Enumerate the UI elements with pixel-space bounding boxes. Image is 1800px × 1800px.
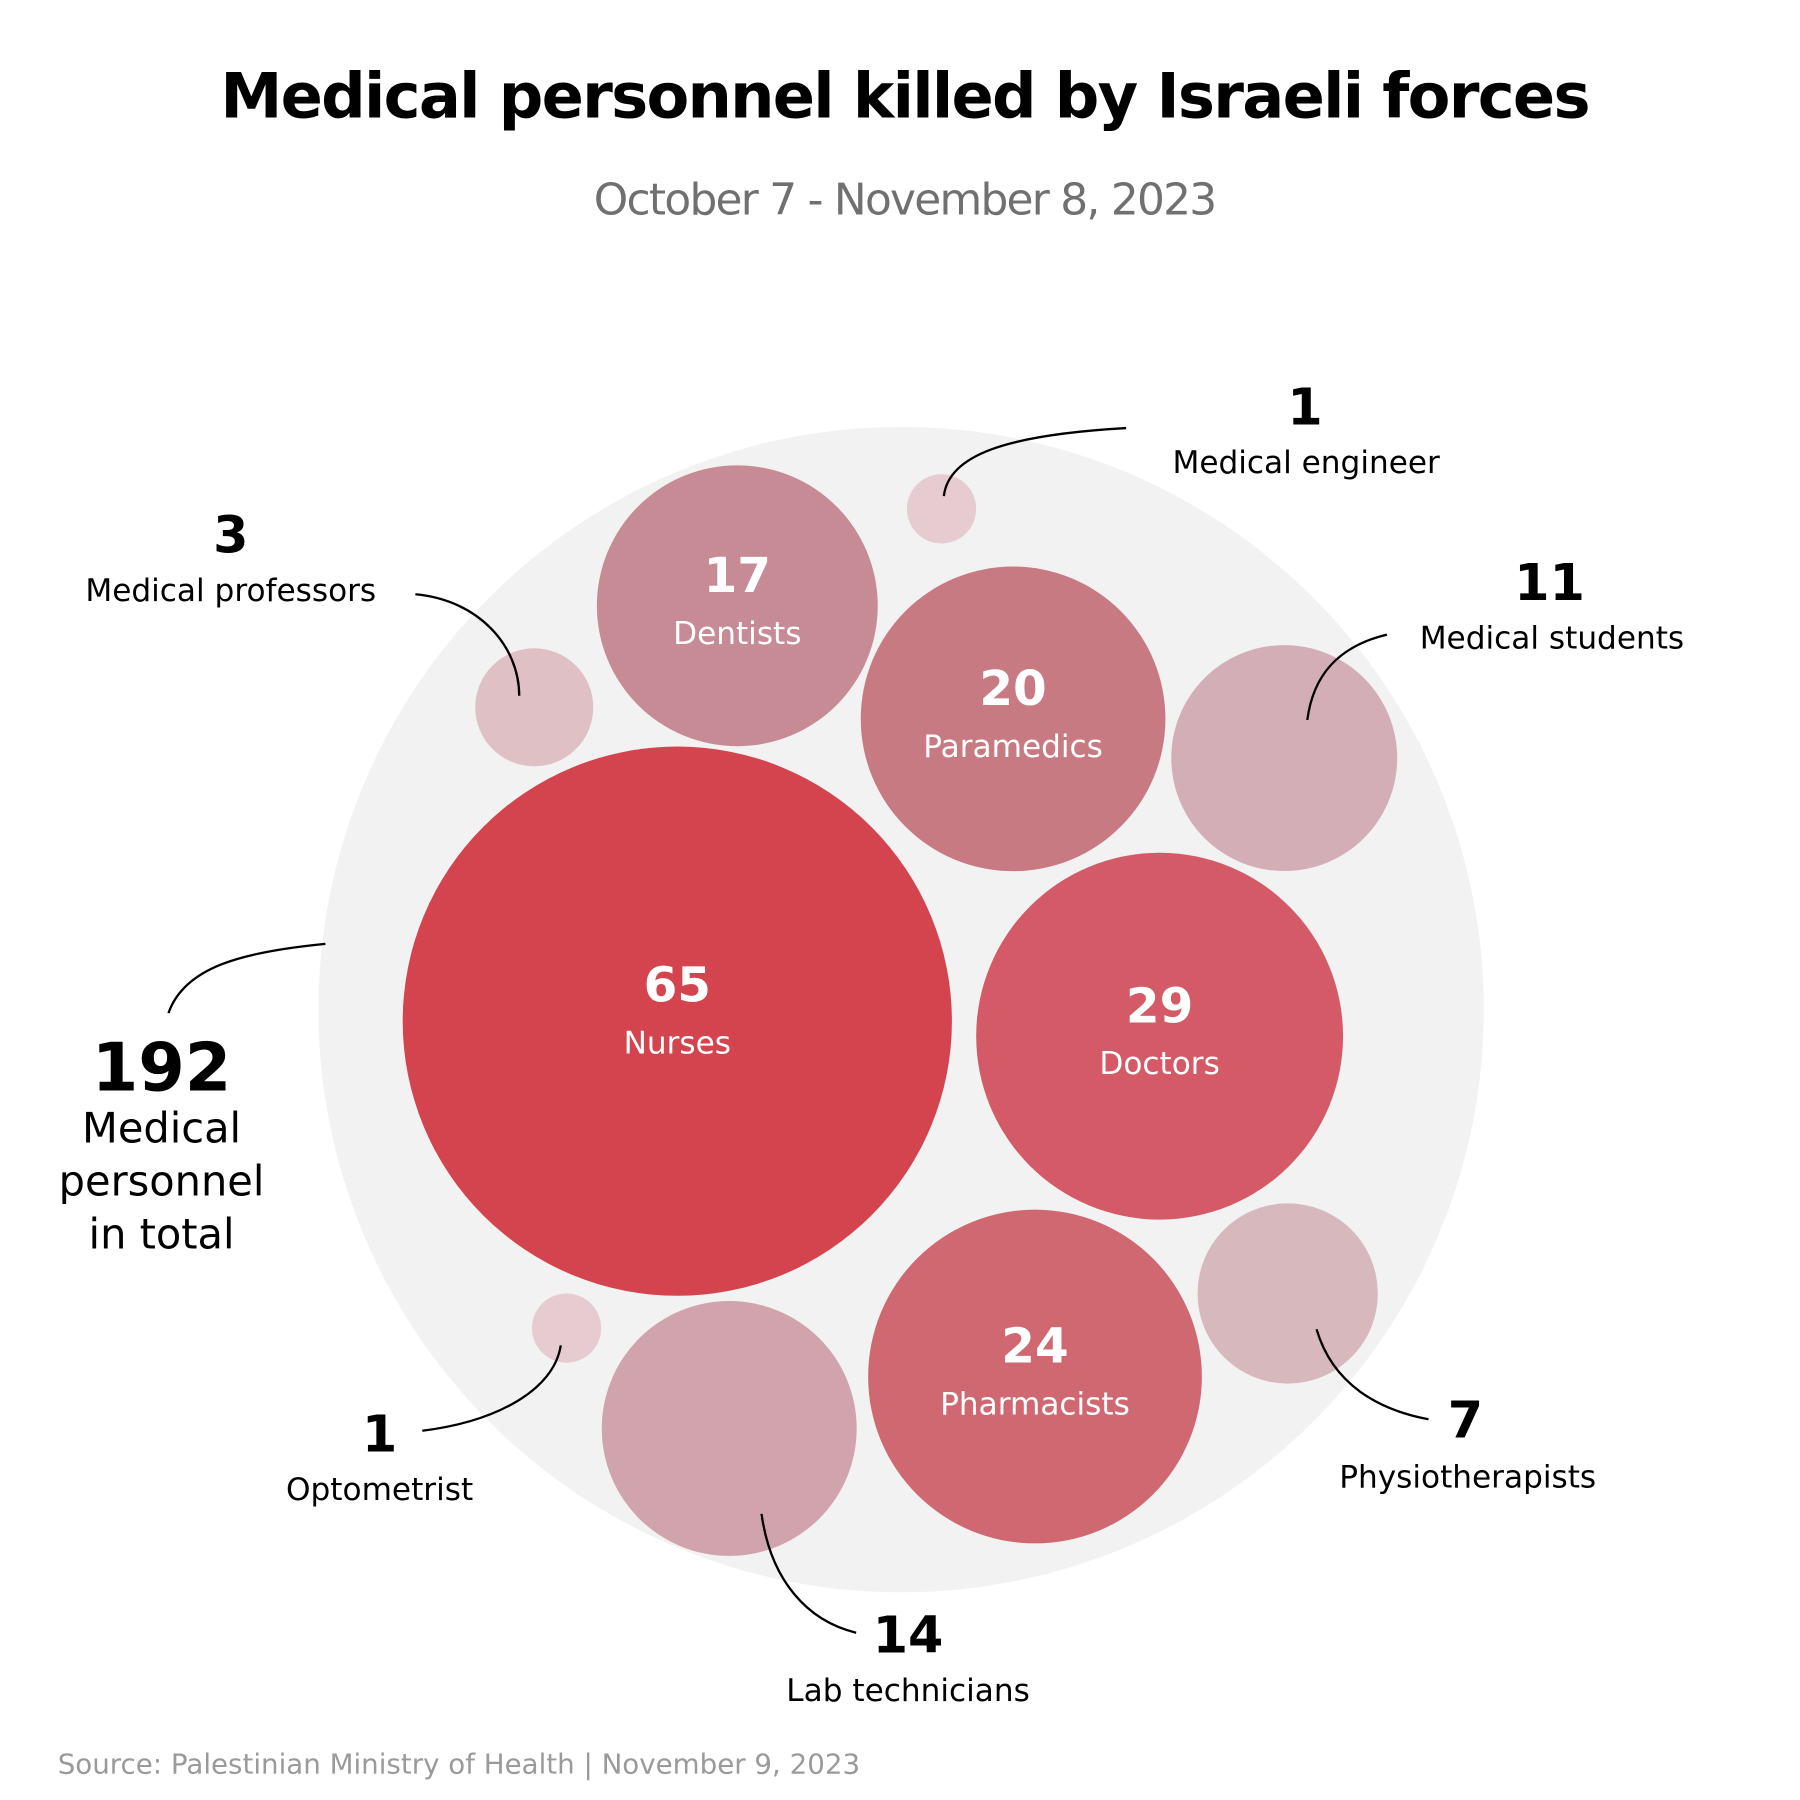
bubble-label: Optometrist xyxy=(286,1472,473,1508)
bubble-physiotherapists xyxy=(1197,1203,1378,1384)
bubble-value: 14 xyxy=(873,1605,944,1664)
bubble-optometrist xyxy=(531,1293,602,1363)
bubble-medical-engineer xyxy=(906,474,977,544)
bubble-value: 24 xyxy=(1001,1319,1068,1375)
leader-line xyxy=(942,426,1127,497)
leader-line xyxy=(1315,1328,1429,1421)
total-label-line: in total xyxy=(89,1209,235,1258)
bubble-value: 65 xyxy=(644,958,711,1014)
leader-line xyxy=(415,593,521,696)
leader-line xyxy=(1306,633,1388,721)
bubble-pharmacists xyxy=(868,1209,1202,1544)
bubble-value: 29 xyxy=(1126,978,1193,1034)
bubble-label: Medical engineer xyxy=(1172,445,1440,481)
bubble-label: Doctors xyxy=(1099,1046,1219,1082)
bubble-value: 1 xyxy=(362,1405,397,1464)
bubble-value: 11 xyxy=(1514,553,1585,612)
bubble-label: Nurses xyxy=(624,1025,731,1061)
bubble-paramedics xyxy=(860,566,1166,872)
bubble-value: 17 xyxy=(704,548,771,604)
leader-line xyxy=(422,1345,562,1432)
total-label-line: personnel xyxy=(59,1156,265,1205)
bubble-value: 7 xyxy=(1448,1391,1483,1450)
bubble-label: Physiotherapists xyxy=(1339,1459,1596,1495)
total-label-line: Medical xyxy=(82,1103,241,1152)
bubble-label: Medical students xyxy=(1420,620,1684,656)
bubble-label: Pharmacists xyxy=(940,1387,1130,1423)
bubble-lab-technicians xyxy=(601,1301,857,1556)
bubble-value: 1 xyxy=(1287,378,1322,437)
total-leader-line xyxy=(167,942,326,1014)
source-note: Source: Palestinian Ministry of Health |… xyxy=(58,1747,860,1780)
bubble-medical-students xyxy=(1171,645,1398,872)
bubble-label: Medical professors xyxy=(85,573,376,609)
bubble-medical-professors xyxy=(475,648,594,767)
total-value: 192 xyxy=(92,1028,232,1106)
chart-title: Medical personnel killed by Israeli forc… xyxy=(220,60,1588,133)
bubble-doctors xyxy=(976,852,1344,1220)
bubble-value: 3 xyxy=(213,506,248,565)
bubble-label: Lab technicians xyxy=(786,1673,1030,1709)
bubble-dentists xyxy=(596,465,878,747)
bubble-label: Paramedics xyxy=(923,729,1103,765)
leader-line xyxy=(760,1513,857,1634)
chart-subtitle: October 7 - November 8, 2023 xyxy=(594,175,1216,226)
bubble-value: 20 xyxy=(979,661,1046,717)
bubble-label: Dentists xyxy=(673,616,801,652)
total-label: 192 Medical personnel in total xyxy=(59,942,326,1258)
bubble-nurses xyxy=(402,746,952,1296)
